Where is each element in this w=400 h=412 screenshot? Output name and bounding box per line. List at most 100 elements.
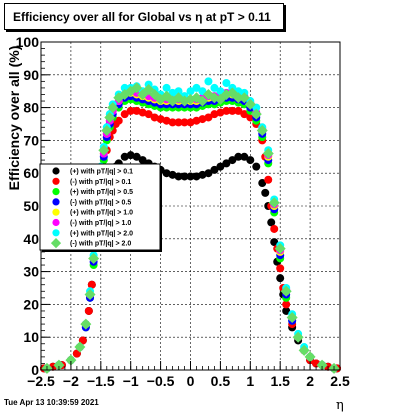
data-point: [65, 354, 77, 366]
data-point: [186, 87, 195, 96]
legend-marker: [52, 198, 60, 206]
data-point: [234, 106, 243, 115]
data-point: [252, 162, 261, 171]
data-point: [240, 110, 249, 119]
data-point: [174, 172, 183, 181]
data-point: [276, 264, 285, 273]
data-point: [144, 110, 153, 119]
data-point: [204, 77, 213, 86]
y-tick-label: 0: [31, 362, 39, 378]
data-point: [168, 118, 177, 127]
y-axis-label: Efficiency over all (%): [6, 46, 22, 191]
axis-ticks: [40, 41, 341, 371]
y-tick-label: 70: [23, 132, 39, 148]
data-point: [204, 169, 213, 178]
legend: (+) with pT/|q| > 0.1 (-) with pT/|q| > 0…: [39, 163, 162, 252]
data-point: [210, 165, 219, 174]
y-tick-label: 40: [23, 231, 39, 247]
data-point: [268, 197, 280, 209]
x-tick-label: 1: [246, 373, 254, 389]
legend-marker: [52, 167, 60, 175]
data-point: [258, 179, 267, 188]
chart-title: Efficiency over all for Global vs η at p…: [4, 3, 284, 30]
data-point: [222, 79, 231, 87]
data-point: [228, 156, 237, 165]
data-point: [72, 349, 81, 358]
data-point: [274, 243, 286, 255]
data-point: [298, 344, 310, 356]
data-point: [216, 162, 225, 171]
legend-label: (-) with pT/|q| > 0.1: [70, 179, 131, 186]
data-point: [74, 341, 86, 353]
y-tick-label: 80: [23, 100, 39, 116]
x-tick-label: 1.5: [270, 373, 290, 389]
legend-label: (-) with pT/|q| > 2.0: [70, 241, 131, 248]
data-point: [292, 331, 304, 343]
legend-marker: [52, 229, 60, 237]
legend-label: (-) with pT/|q| > 1.0: [70, 220, 131, 227]
data-point: [240, 152, 249, 161]
data-point: [120, 110, 129, 119]
data-point: [98, 144, 110, 156]
data-point: [234, 152, 243, 161]
x-tick-label: 2.5: [330, 373, 350, 389]
x-axis-label: η: [336, 398, 344, 412]
data-point: [282, 306, 291, 315]
data-point: [80, 318, 92, 330]
data-point: [132, 152, 141, 161]
data-point: [87, 280, 96, 289]
legend-marker: [52, 177, 60, 185]
x-tick-label: −1: [123, 373, 139, 389]
data-point: [210, 83, 219, 92]
data-point: [196, 95, 208, 107]
data-point: [286, 312, 298, 324]
data-point: [280, 285, 292, 297]
data-point: [261, 188, 270, 197]
data-point: [180, 172, 189, 181]
timestamp: Tue Apr 13 10:39:59 2021: [4, 398, 99, 407]
legend-label: (+) with pT/|q| > 1.0: [70, 210, 133, 217]
legend-marker: [52, 188, 60, 196]
data-point: [88, 252, 100, 264]
data-point: [256, 125, 268, 137]
x-tick-label: −2.5: [27, 373, 55, 389]
data-point: [192, 83, 201, 92]
data-point: [270, 224, 279, 233]
data-point: [222, 159, 231, 168]
data-point: [180, 118, 189, 127]
data-point: [138, 156, 147, 165]
data-point: [316, 359, 328, 371]
x-tick-label: 2: [306, 373, 314, 389]
data-point: [270, 238, 279, 247]
data-point: [126, 106, 135, 115]
x-tick-label: 0: [187, 373, 195, 389]
y-tick-label: 50: [23, 198, 39, 214]
legend-marker: [50, 238, 62, 249]
data-point: [282, 300, 291, 309]
data-point: [53, 359, 65, 371]
legend-label: (-) with pT/|q| > 0.5: [70, 199, 131, 206]
data-point: [101, 125, 113, 137]
data-point: [264, 175, 273, 184]
y-tick-label: 100: [16, 34, 40, 50]
x-tick-label: −2: [63, 373, 79, 389]
data-point: [246, 156, 255, 165]
data-point: [131, 82, 143, 94]
legend-label: (+) with pT/|q| > 0.5: [70, 189, 133, 196]
data-point: [244, 98, 256, 110]
data-point: [228, 106, 237, 115]
data-point: [162, 83, 171, 92]
data-point: [238, 92, 250, 104]
legend-marker: [52, 218, 60, 227]
y-tick-label: 60: [23, 165, 39, 181]
y-tick-label: 90: [23, 67, 39, 83]
data-point: [222, 106, 231, 115]
data-point: [204, 113, 213, 122]
legend-label: (+) with pT/|q| > 2.0: [70, 230, 133, 237]
data-point: [276, 274, 285, 283]
x-tick-label: 0.5: [211, 373, 231, 389]
data-point: [104, 111, 116, 123]
x-tick-label: −0.5: [147, 373, 175, 389]
axis-tick-labels: −2.5 −2 −1.5 −1 −0.5 0 0.5 1 1.5 2 2.5 0 10 20 30 40 50 6…: [16, 34, 350, 389]
